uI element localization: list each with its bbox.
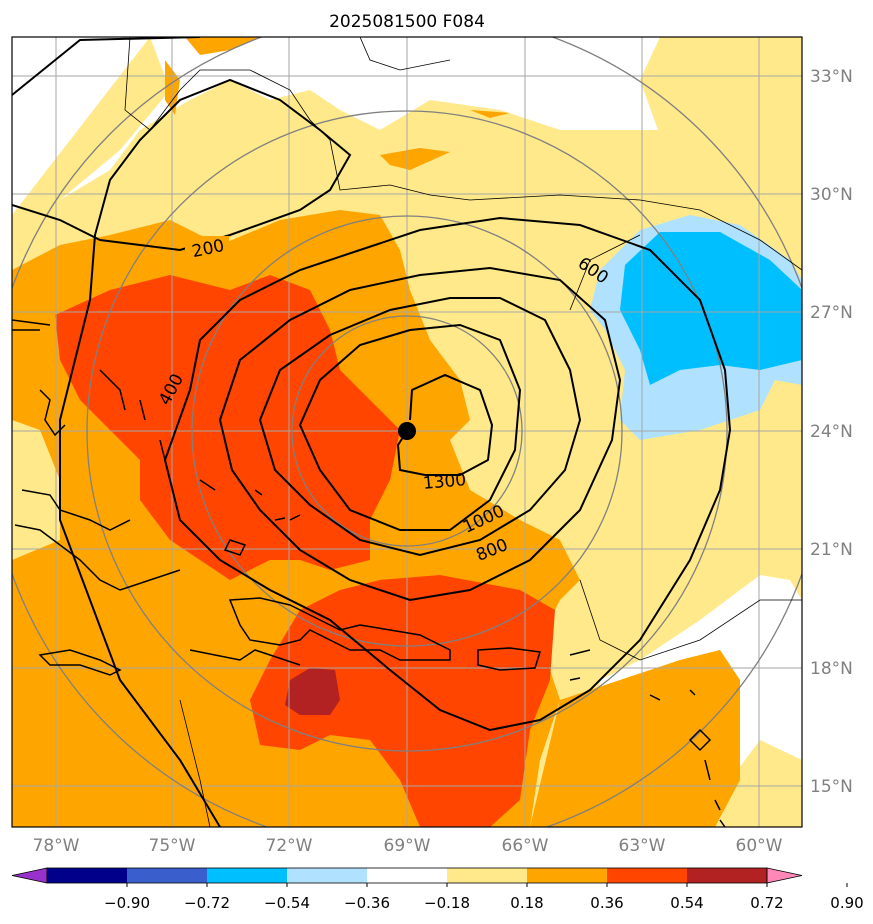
graticule [12, 37, 802, 827]
colorbar-frame [46, 867, 768, 884]
colorbar-segment [287, 868, 368, 883]
colorbar-segment [687, 868, 768, 883]
thin-contours [124, 37, 802, 827]
lat-label: 30°N [810, 185, 853, 205]
shade-patch-north [165, 37, 510, 170]
colorbar-tick-label: 0.36 [590, 894, 623, 912]
colorbar-extend-high [766, 867, 803, 884]
lat-label: 15°N [810, 777, 853, 797]
colorbar-tick-label: −0.54 [264, 894, 310, 912]
shade-neg0.54-neg0.36 [620, 232, 802, 385]
colorbar-segment [447, 868, 528, 883]
shade-0.54-0.72 [55, 275, 555, 827]
lat-label: 33°N [810, 67, 853, 87]
lat-label: 27°N [810, 303, 853, 323]
colorbar-tick-label: 0.54 [670, 894, 703, 912]
colorbar-segment [607, 868, 688, 883]
lat-label: 24°N [810, 422, 853, 442]
map-title: 2025081500 F084 [329, 12, 485, 32]
colorbar-tick-label: −0.18 [424, 894, 470, 912]
shade-0.72-0.90 [285, 668, 340, 715]
colorbar-segment [207, 868, 288, 883]
colorbar-tick-label: 0.90 [830, 894, 863, 912]
colorbar-segment [527, 868, 608, 883]
lon-label: 66°W [502, 836, 549, 856]
map-panel [12, 37, 802, 827]
lat-labels: 33°N 30°N 27°N 24°N 21°N 18°N 15°N [810, 67, 853, 797]
lon-labels: 78°W 75°W 72°W 69°W 66°W 63°W 60°W [33, 836, 783, 856]
lon-label: 78°W [33, 836, 80, 856]
colorbar-tick-label: −0.72 [184, 894, 230, 912]
range-rings [12, 37, 802, 827]
lon-label: 75°W [149, 836, 196, 856]
lon-label: 69°W [384, 836, 431, 856]
contour-label-1300: 1300 [422, 470, 467, 494]
map-frame [11, 36, 803, 828]
colorbar-tick-label: 0.72 [750, 894, 783, 912]
lon-label: 72°W [266, 836, 313, 856]
storm-center-marker [398, 422, 416, 440]
heavy-contours [12, 37, 732, 827]
coastlines [12, 319, 726, 827]
lat-label: 18°N [810, 659, 853, 679]
colorbar-tick-label: −0.36 [344, 894, 390, 912]
colorbar-segment [127, 868, 208, 883]
colorbar-tick-label: 0.18 [510, 894, 543, 912]
colorbar-tick-label: −0.90 [104, 894, 150, 912]
colorbar: −0.90 −0.72 −0.54 −0.36 −0.18 0.18 0.36 0.54 0.7… [11, 867, 864, 912]
colorbar-segment [367, 868, 448, 883]
lon-label: 63°W [619, 836, 666, 856]
lon-label: 60°W [736, 836, 783, 856]
lat-label: 21°N [810, 540, 853, 560]
colorbar-segment [47, 868, 128, 883]
colorbar-extend-low [11, 867, 48, 884]
